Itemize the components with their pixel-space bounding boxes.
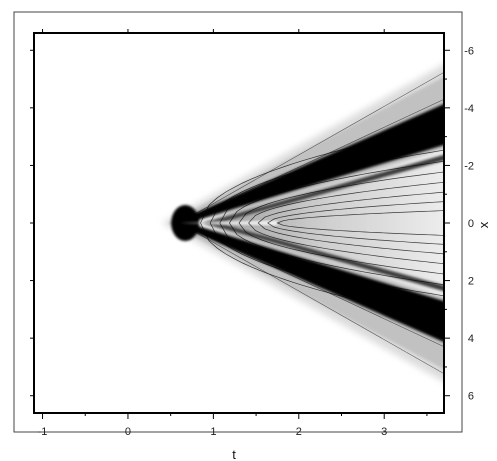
center-spike (179, 220, 278, 226)
contour-line (219, 149, 444, 297)
y-tick-label: -6 (464, 45, 474, 57)
contour-line (200, 126, 444, 320)
dark-band-lower (173, 223, 444, 343)
x-axis-label: t (232, 447, 236, 461)
contour-lines (179, 71, 444, 375)
y-axis-ticks: -6 -4 -2 0 2 4 6 (30, 45, 474, 403)
contour-line (228, 160, 444, 286)
y-tick-label: 6 (468, 391, 474, 403)
inner-core (198, 148, 444, 298)
y-tick-label: 4 (468, 333, 474, 345)
front-contour (179, 222, 444, 375)
x-tick-label: 0 (125, 426, 131, 438)
contour-line (257, 191, 444, 255)
contour-line (276, 210, 444, 236)
x-tick-label: 3 (381, 426, 387, 438)
contour-line (248, 181, 444, 265)
x-tick-label: 2 (296, 426, 302, 438)
streak-upper (204, 154, 444, 223)
x-tick-label: -1 (38, 426, 48, 438)
contour-line (209, 138, 444, 308)
y-tick-label: -4 (464, 103, 474, 115)
y-tick-label: 0 (468, 218, 474, 230)
x-tick-label: 1 (210, 426, 216, 438)
contour-line (238, 171, 444, 275)
y-tick-label: 2 (468, 276, 474, 288)
y-axis-label: x (476, 221, 491, 228)
y-tick-label: -2 (464, 160, 474, 172)
dark-band-upper (173, 103, 444, 223)
front-contour (179, 71, 444, 224)
x-axis-ticks: -1 0 1 2 3 (38, 29, 428, 438)
front-contour (179, 98, 444, 224)
heatmap-field (162, 64, 444, 382)
front-contour (179, 222, 444, 348)
streak-lower (204, 223, 444, 292)
contour-line (267, 201, 444, 245)
